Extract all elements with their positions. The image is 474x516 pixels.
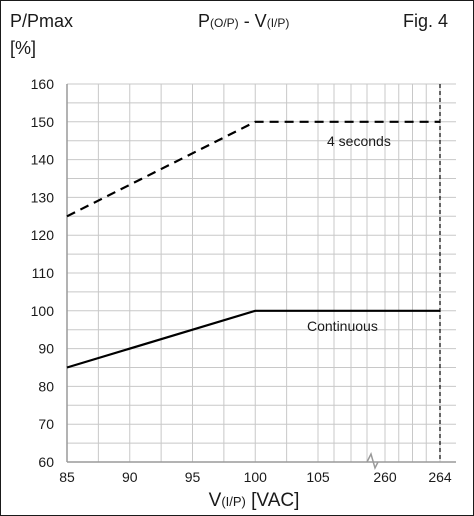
chart-title: P(O/P) - V(I/P)	[198, 11, 289, 31]
x-tick-label: 105	[306, 469, 330, 485]
figure-label: Fig. 4	[403, 11, 448, 31]
y-tick-label: 140	[31, 152, 55, 168]
grid	[66, 83, 456, 471]
x-axis-title-v: V	[209, 490, 222, 511]
annotations: 4 seconds Continuous	[307, 133, 391, 334]
title-dash: - V	[239, 11, 267, 31]
y-tick-label: 130	[31, 189, 55, 205]
y-tick-label: 100	[31, 303, 55, 319]
y-tick-label: 150	[31, 114, 55, 130]
title-p: P	[198, 11, 210, 31]
y-tick-label: 90	[38, 341, 54, 357]
series-label-4-seconds: 4 seconds	[327, 133, 391, 149]
x-tick-labels: 85 90 95 100 105 260 264	[59, 469, 452, 485]
x-tick-label: 95	[185, 469, 201, 485]
series-line-continuous	[66, 309, 440, 369]
y-axis-unit: [%]	[10, 38, 36, 58]
series-label-continuous: Continuous	[307, 318, 378, 334]
title-p-sub: (O/P)	[210, 16, 239, 30]
y-axis-title: P/Pmax	[10, 11, 73, 31]
x-axis-title: V(I/P) [VAC]	[209, 490, 300, 511]
y-tick-label: 120	[31, 227, 55, 243]
x-tick-label: 260	[373, 469, 397, 485]
x-axis-title-unit: [VAC]	[246, 490, 300, 511]
y-tick-label: 80	[38, 378, 54, 394]
title-v-sub: (I/P)	[267, 16, 290, 30]
y-tick-label: 70	[38, 416, 54, 432]
x-tick-label: 264	[428, 469, 452, 485]
y-tick-label: 60	[38, 454, 54, 470]
x-tick-label: 100	[244, 469, 268, 485]
x-tick-label: 85	[59, 469, 75, 485]
series-line-4-seconds	[66, 120, 440, 218]
y-tick-label: 160	[31, 76, 55, 92]
series-lines	[66, 84, 441, 462]
y-tick-label: 110	[32, 265, 55, 281]
y-tick-labels: 60 70 80 90 100 110 120 130 140 150 160	[31, 76, 55, 470]
x-tick-label: 90	[122, 469, 138, 485]
header: P/Pmax [%] P(O/P) - V(I/P) Fig. 4	[10, 11, 448, 58]
axis-break-mark	[366, 451, 379, 471]
x-axis-title-sub: (I/P)	[221, 494, 246, 509]
